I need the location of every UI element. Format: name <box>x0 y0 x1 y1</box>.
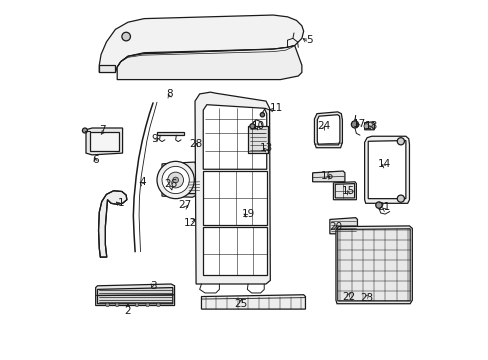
Text: 14: 14 <box>377 159 390 169</box>
Polygon shape <box>247 126 267 153</box>
Circle shape <box>122 32 130 41</box>
Text: 16: 16 <box>320 171 333 181</box>
Polygon shape <box>99 191 126 257</box>
Circle shape <box>260 113 264 117</box>
Polygon shape <box>312 171 344 182</box>
Polygon shape <box>195 92 270 284</box>
Text: 20: 20 <box>329 222 342 231</box>
Text: 4: 4 <box>139 177 145 187</box>
Text: 28: 28 <box>189 139 203 149</box>
Text: 22: 22 <box>341 292 354 302</box>
Text: 9: 9 <box>151 134 158 144</box>
Text: 10: 10 <box>252 121 265 131</box>
Polygon shape <box>367 140 405 199</box>
Text: 13: 13 <box>259 143 272 153</box>
Circle shape <box>375 202 382 208</box>
Circle shape <box>145 303 149 307</box>
Polygon shape <box>99 15 303 72</box>
Polygon shape <box>364 122 373 130</box>
Polygon shape <box>86 128 122 155</box>
Text: 1: 1 <box>117 198 124 208</box>
Polygon shape <box>99 65 115 72</box>
Polygon shape <box>90 132 119 151</box>
Text: 18: 18 <box>365 121 378 131</box>
Circle shape <box>135 303 139 307</box>
Text: 8: 8 <box>165 89 172 99</box>
Text: 3: 3 <box>149 281 156 291</box>
Text: 26: 26 <box>164 179 177 189</box>
Text: 24: 24 <box>316 121 329 131</box>
Polygon shape <box>314 112 342 148</box>
Polygon shape <box>203 105 266 169</box>
Text: 5: 5 <box>305 35 312 45</box>
Circle shape <box>167 172 183 188</box>
Circle shape <box>156 303 160 307</box>
Text: 7: 7 <box>100 125 106 135</box>
Circle shape <box>396 138 404 145</box>
Polygon shape <box>97 288 172 304</box>
Polygon shape <box>162 162 199 197</box>
Text: 19: 19 <box>241 209 254 219</box>
Circle shape <box>172 177 178 183</box>
Polygon shape <box>317 115 339 145</box>
Text: 21: 21 <box>377 202 390 212</box>
Circle shape <box>162 166 189 194</box>
Text: 2: 2 <box>124 306 131 316</box>
Text: 23: 23 <box>359 293 372 303</box>
Text: 11: 11 <box>269 103 283 113</box>
Polygon shape <box>333 182 356 200</box>
Polygon shape <box>187 179 201 194</box>
Text: 15: 15 <box>341 186 354 196</box>
Circle shape <box>157 161 194 199</box>
Polygon shape <box>156 132 183 135</box>
Polygon shape <box>96 284 174 306</box>
Polygon shape <box>203 226 266 275</box>
Polygon shape <box>201 295 305 309</box>
Circle shape <box>82 128 87 133</box>
Circle shape <box>363 124 368 129</box>
Polygon shape <box>117 45 301 80</box>
Polygon shape <box>329 218 357 234</box>
Circle shape <box>249 124 254 129</box>
Circle shape <box>105 303 109 307</box>
Text: 27: 27 <box>178 200 192 210</box>
Circle shape <box>115 303 119 307</box>
Polygon shape <box>364 136 408 203</box>
Text: 6: 6 <box>92 155 99 165</box>
Text: 17: 17 <box>352 120 365 129</box>
Text: 25: 25 <box>234 299 247 309</box>
Circle shape <box>351 121 358 128</box>
Polygon shape <box>203 171 266 225</box>
Circle shape <box>396 195 404 202</box>
Polygon shape <box>335 184 354 198</box>
Polygon shape <box>335 226 411 304</box>
Text: 12: 12 <box>183 218 197 228</box>
